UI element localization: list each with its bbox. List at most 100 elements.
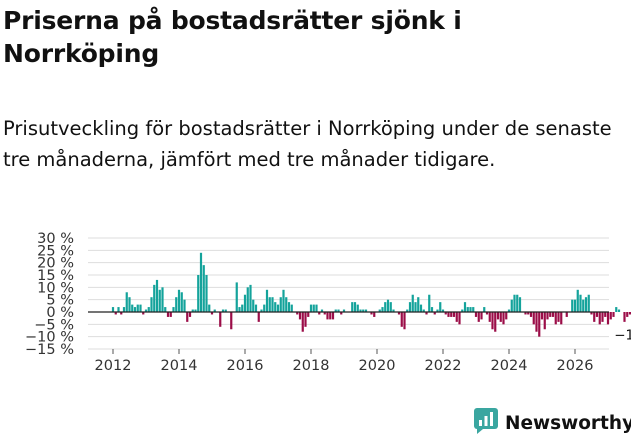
y-tick-label: −10 % (25, 330, 74, 346)
bar (430, 307, 434, 312)
bar (166, 312, 170, 317)
bar (279, 297, 282, 312)
bar (111, 307, 115, 312)
bar (169, 312, 172, 317)
bar (538, 312, 541, 337)
y-tick-label: 25 % (37, 243, 74, 259)
x-tick-label: 2022 (425, 358, 462, 374)
bar (474, 312, 478, 317)
bar (623, 312, 626, 322)
bar (175, 297, 178, 312)
bar (370, 312, 373, 315)
bar (230, 312, 233, 330)
bar (472, 307, 475, 312)
bar (397, 312, 401, 315)
bar (276, 304, 280, 312)
bar (425, 312, 428, 315)
bar (150, 297, 153, 312)
bar (177, 289, 181, 312)
bar (543, 312, 546, 330)
bar (510, 299, 513, 312)
bar (516, 294, 519, 312)
bar (172, 307, 175, 312)
bar (238, 307, 241, 312)
bar (309, 304, 313, 312)
bar (499, 312, 502, 322)
y-tick-label: 30 % (37, 231, 74, 247)
bar (202, 265, 205, 312)
bar (373, 312, 376, 317)
bar (447, 312, 450, 317)
bar (246, 287, 249, 312)
bar (353, 302, 357, 312)
bar (224, 309, 227, 312)
bar (598, 312, 601, 325)
bar (483, 307, 486, 312)
bar (384, 302, 387, 312)
bar (252, 299, 255, 312)
bar (158, 289, 161, 312)
bar (164, 307, 167, 312)
bar (194, 309, 197, 312)
bar (455, 312, 458, 322)
bar (595, 312, 599, 317)
y-tick-label: −15 % (25, 342, 74, 358)
gridlines (88, 237, 609, 350)
bar (524, 312, 527, 315)
bar (458, 312, 461, 325)
bar-chart: 30 %25 %20 %15 %10 %5 %0 %−5 %−10 %−15 %… (25, 231, 631, 374)
bar (444, 312, 447, 315)
bar (221, 309, 225, 312)
bar (260, 309, 263, 312)
bar (287, 302, 291, 312)
bar (606, 312, 610, 325)
bar (139, 304, 142, 312)
bar (142, 312, 145, 315)
bar (235, 282, 238, 312)
bar (411, 294, 414, 312)
bar (469, 307, 472, 312)
bar (331, 312, 335, 320)
bar (362, 309, 365, 312)
bar (147, 307, 150, 312)
bar (417, 297, 420, 312)
bar (188, 312, 192, 317)
bar (257, 312, 260, 322)
bar (579, 294, 582, 312)
bar (318, 312, 321, 315)
bar (271, 297, 274, 312)
bar (527, 312, 530, 315)
bar (263, 304, 266, 312)
x-tick-label: 2016 (227, 358, 264, 374)
bar (601, 312, 604, 322)
bar (549, 312, 552, 317)
bar (386, 299, 390, 312)
bar (356, 304, 359, 312)
bar (304, 312, 307, 327)
x-tick-label: 2014 (161, 358, 198, 374)
bar (540, 312, 544, 320)
chart-title: Priserna på bostadsrätter sjönk i Norrkö… (3, 6, 462, 68)
chart-subtitle: Prisutveckling för bostadsrätter i Norrk… (3, 117, 612, 171)
bar (494, 312, 497, 332)
bar (626, 312, 629, 317)
bar (604, 312, 607, 317)
bar (249, 284, 252, 312)
bar (400, 312, 403, 327)
bar (505, 312, 508, 320)
bar (535, 312, 538, 332)
bar (392, 309, 395, 312)
y-tick-label: 10 % (37, 280, 74, 296)
bar (463, 302, 467, 312)
bar (153, 284, 156, 312)
bar (265, 289, 269, 312)
bar (208, 304, 211, 312)
bar (628, 312, 631, 315)
bar (403, 312, 406, 330)
x-tick-label: 2020 (359, 358, 396, 374)
bar (323, 312, 326, 315)
bar (122, 307, 126, 312)
bar (587, 294, 590, 312)
y-tick-label: 0 % (46, 305, 74, 321)
brand-name: Newsworthy (505, 412, 631, 434)
